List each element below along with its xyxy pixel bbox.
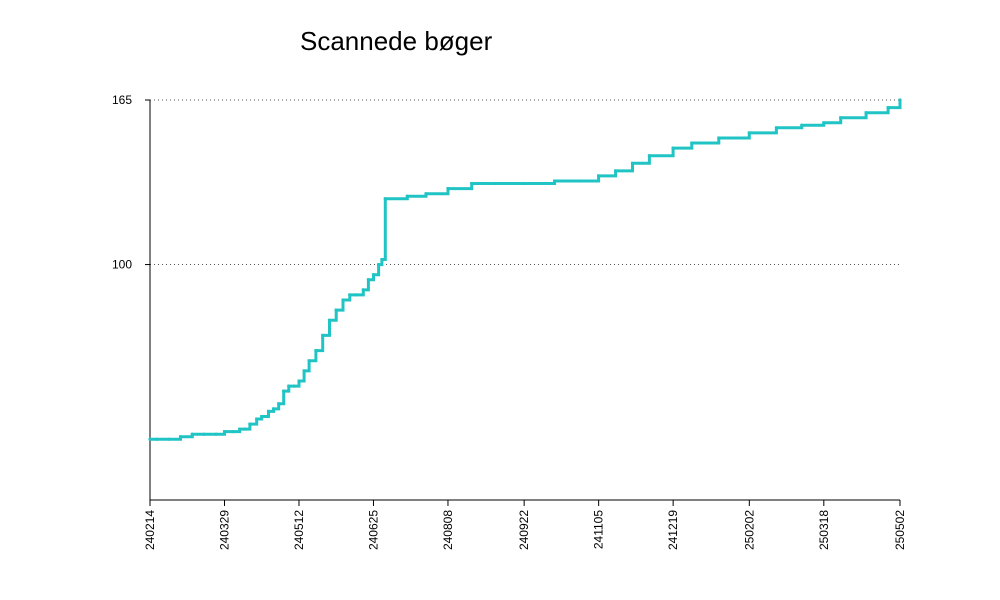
data-point-0-28 (348, 293, 352, 297)
data-point-0-32 (371, 273, 376, 277)
data-point-0-56 (864, 111, 868, 115)
data-point-0-33 (377, 263, 381, 267)
axis-layer (145, 99, 901, 506)
data-point-0-10 (243, 427, 247, 431)
x-tick-label-241219: 241219 (666, 510, 680, 550)
tick-layer: 100 165 240214 240329 240512 240625 240808 2409… (112, 93, 907, 550)
y-tick-label-165: 165 (112, 93, 132, 107)
x-tick-label-241105: 241105 (592, 510, 606, 549)
data-point-0-7 (222, 430, 227, 434)
data-point-0-31 (366, 278, 370, 282)
data-point-0-51 (747, 131, 751, 135)
data-point-0-24 (321, 333, 325, 337)
data-point-0-30 (361, 288, 365, 292)
data-point-0-44 (597, 174, 601, 178)
data-point-0-15 (272, 407, 276, 411)
data-point-0-1 (155, 437, 159, 441)
series-layer (148, 98, 902, 441)
series-line-0 (150, 100, 902, 441)
data-point-0-48 (671, 146, 675, 150)
data-point-0-2 (167, 437, 171, 441)
data-point-0-41 (522, 181, 526, 186)
data-point-0-35 (383, 197, 387, 201)
data-point-0-47 (647, 154, 652, 158)
chart-title: Scannede bøger (300, 26, 493, 56)
data-point-0-52 (774, 126, 779, 130)
data-point-0-57 (886, 106, 890, 110)
data-point-0-42 (553, 179, 557, 183)
data-point-0-49 (690, 141, 694, 145)
y-tick-label-100: 100 (112, 258, 132, 272)
data-point-0-45 (614, 169, 618, 173)
data-point-0-54 (822, 121, 826, 125)
data-point-0-40 (493, 181, 497, 186)
data-point-0-9 (238, 427, 242, 431)
data-point-0-19 (292, 384, 296, 388)
data-point-0-3 (178, 435, 183, 439)
x-tick-label-240625: 240625 (366, 510, 380, 550)
data-point-0-58 (898, 98, 902, 102)
x-tick-label-240922: 240922 (517, 510, 531, 550)
data-point-0-37 (424, 192, 428, 196)
data-point-0-8 (231, 430, 235, 434)
data-point-0-46 (630, 161, 635, 165)
data-point-0-14 (266, 409, 271, 413)
data-point-0-29 (354, 293, 359, 297)
data-point-0-13 (260, 414, 264, 419)
data-point-0-17 (282, 389, 286, 393)
x-tick-label-250202: 250202 (742, 510, 756, 550)
data-point-0-6 (214, 432, 218, 436)
data-point-0-4 (190, 432, 194, 436)
data-point-0-50 (717, 136, 721, 140)
x-tick-label-250502: 250502 (893, 510, 907, 550)
data-point-0-38 (446, 187, 450, 191)
x-tick-label-250318: 250318 (817, 510, 831, 550)
x-tick-label-240329: 240329 (217, 510, 231, 550)
data-point-0-20 (297, 379, 301, 383)
data-point-0-21 (302, 369, 306, 373)
x-tick-label-240512: 240512 (292, 510, 306, 550)
data-point-0-5 (202, 432, 206, 436)
data-point-0-16 (277, 402, 281, 406)
data-point-0-43 (578, 179, 582, 183)
data-point-0-36 (405, 194, 409, 198)
data-point-0-34 (380, 257, 384, 262)
data-point-0-25 (327, 318, 332, 322)
data-point-0-26 (334, 308, 338, 312)
data-point-0-22 (307, 359, 311, 363)
data-point-0-18 (287, 384, 291, 388)
data-point-0-12 (255, 417, 259, 421)
data-point-0-55 (839, 116, 843, 120)
data-point-0-23 (314, 349, 318, 353)
data-point-0-39 (470, 181, 474, 186)
data-point-0-53 (800, 123, 804, 127)
x-tick-label-240808: 240808 (441, 510, 455, 550)
data-point-0-11 (248, 422, 252, 426)
x-tick-label-240214: 240214 (143, 510, 157, 550)
data-point-0-0 (148, 437, 152, 441)
data-point-0-27 (341, 298, 345, 302)
grid-layer (150, 99, 900, 266)
